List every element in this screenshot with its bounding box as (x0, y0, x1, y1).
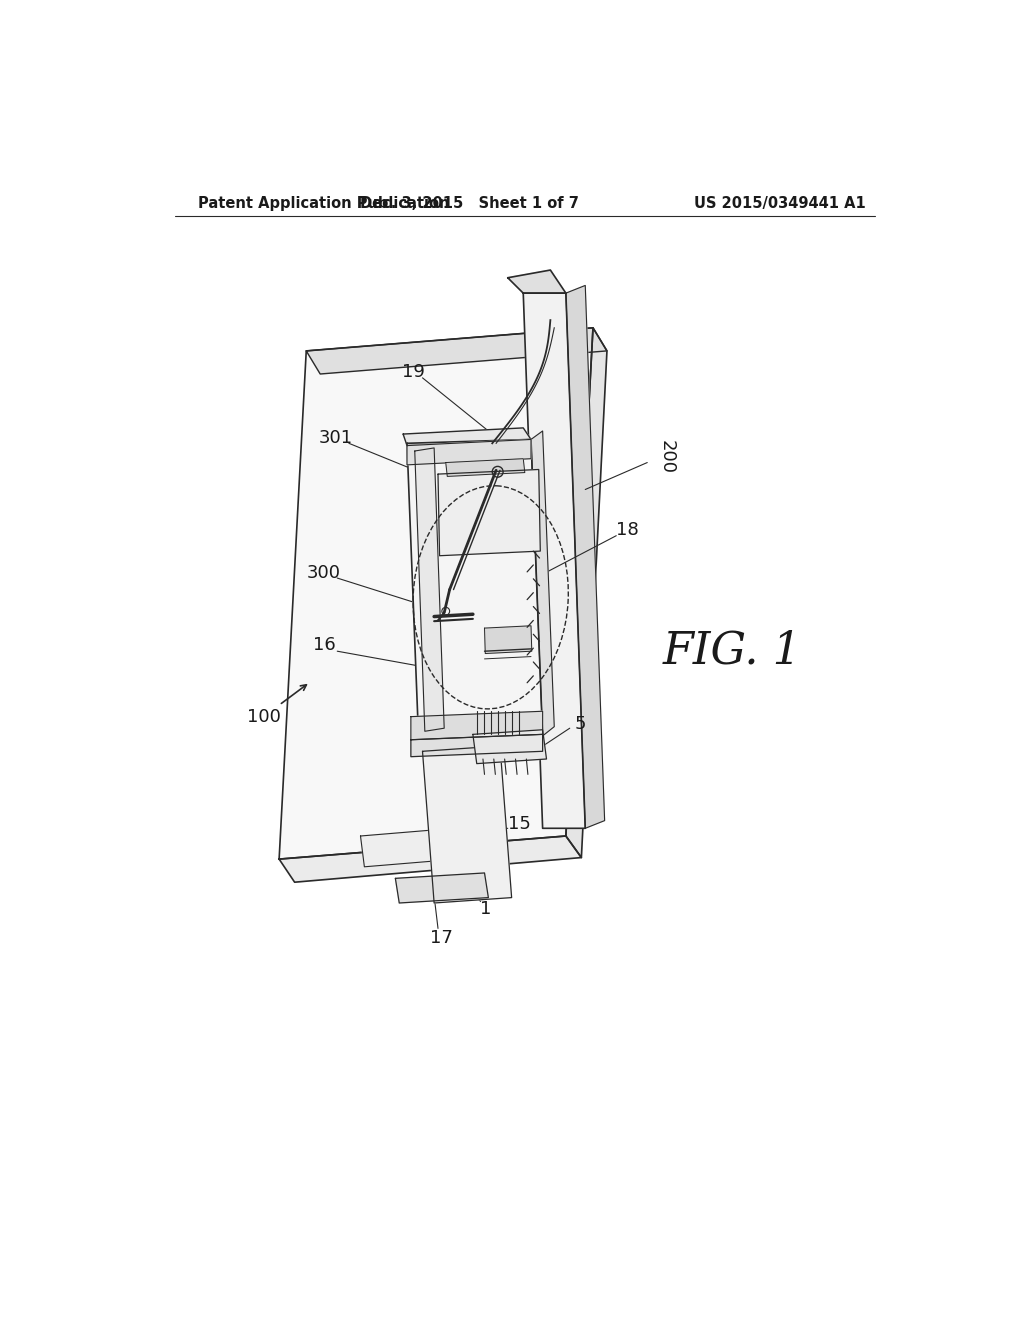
Text: 17: 17 (430, 929, 454, 946)
Text: 18: 18 (616, 521, 639, 540)
Polygon shape (566, 327, 607, 858)
Polygon shape (280, 327, 593, 859)
Text: FIG. 1: FIG. 1 (663, 630, 802, 673)
Polygon shape (280, 836, 582, 882)
Polygon shape (531, 430, 554, 737)
Text: 200: 200 (657, 440, 676, 474)
Text: 5: 5 (574, 714, 586, 733)
Polygon shape (411, 711, 543, 739)
Text: 301: 301 (318, 429, 352, 447)
Polygon shape (438, 470, 541, 556)
Text: Dec. 3, 2015   Sheet 1 of 7: Dec. 3, 2015 Sheet 1 of 7 (359, 195, 579, 211)
Polygon shape (484, 626, 531, 653)
Polygon shape (473, 730, 547, 763)
Text: 19: 19 (401, 363, 425, 380)
Polygon shape (407, 440, 543, 739)
Polygon shape (395, 873, 488, 903)
Polygon shape (523, 293, 586, 829)
Text: 16: 16 (312, 636, 336, 653)
Polygon shape (566, 285, 604, 829)
Polygon shape (403, 428, 531, 446)
Polygon shape (508, 271, 566, 293)
Text: 15: 15 (508, 816, 530, 833)
Polygon shape (415, 447, 444, 731)
Text: 300: 300 (307, 564, 341, 582)
Polygon shape (407, 440, 531, 465)
Polygon shape (360, 829, 458, 867)
Text: US 2015/0349441 A1: US 2015/0349441 A1 (693, 195, 865, 211)
Polygon shape (445, 459, 524, 477)
Polygon shape (411, 734, 543, 756)
Text: Patent Application Publication: Patent Application Publication (198, 195, 450, 211)
Polygon shape (306, 327, 607, 374)
Polygon shape (423, 746, 512, 903)
Text: 1: 1 (480, 900, 492, 919)
Text: 100: 100 (247, 708, 281, 726)
